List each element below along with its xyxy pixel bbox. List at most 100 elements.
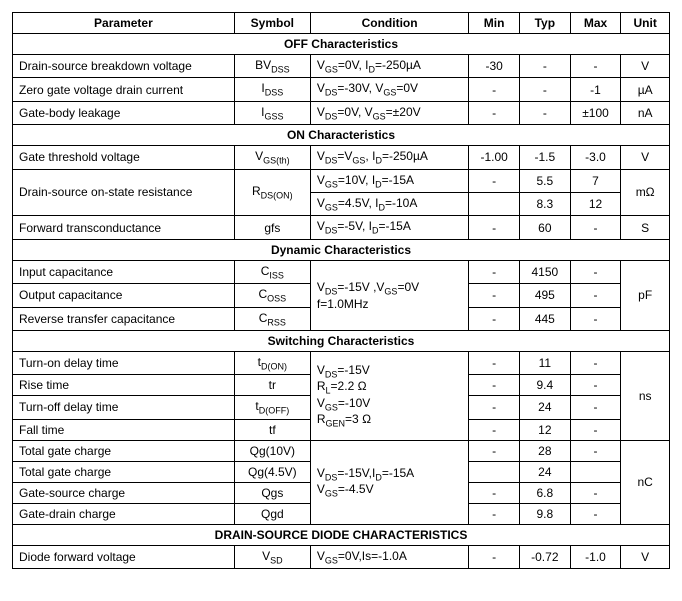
typ-cell: 5.5	[519, 169, 570, 192]
condition-cell: VDS=-30V, VGS=0V	[310, 78, 468, 101]
col-parameter: Parameter	[13, 13, 235, 34]
min-cell: -	[469, 284, 520, 307]
col-typ: Typ	[519, 13, 570, 34]
max-cell: 7	[570, 169, 621, 192]
typ-cell: 28	[519, 440, 570, 461]
min-cell: -	[469, 260, 520, 283]
typ-cell: -	[519, 101, 570, 124]
param-cell: Forward transconductance	[13, 216, 235, 239]
header-row: Parameter Symbol Condition Min Typ Max U…	[13, 13, 670, 34]
condition-cell: VDS=0V, VGS=±20V	[310, 101, 468, 124]
min-cell: -	[469, 307, 520, 330]
typ-cell: 445	[519, 307, 570, 330]
max-cell	[570, 461, 621, 482]
row-igss: Gate-body leakage IGSS VDS=0V, VGS=±20V …	[13, 101, 670, 124]
param-cell: Diode forward voltage	[13, 545, 235, 568]
row-vgsth: Gate threshold voltage VGS(th) VDS=VGS, …	[13, 146, 670, 169]
param-cell: Fall time	[13, 419, 235, 440]
col-condition: Condition	[310, 13, 468, 34]
typ-cell: 24	[519, 461, 570, 482]
param-cell: Drain-source on-state resistance	[13, 169, 235, 216]
max-cell: -	[570, 503, 621, 524]
max-cell: -	[570, 307, 621, 330]
min-cell: -	[469, 419, 520, 440]
col-min: Min	[469, 13, 520, 34]
row-gfs: Forward transconductance gfs VDS=-5V, ID…	[13, 216, 670, 239]
typ-cell: 12	[519, 419, 570, 440]
symbol-cell: Qg(10V)	[234, 440, 310, 461]
typ-cell: -1.5	[519, 146, 570, 169]
symbol-cell: tr	[234, 375, 310, 396]
typ-cell: 8.3	[519, 192, 570, 215]
typ-cell: -	[519, 55, 570, 78]
symbol-cell: CISS	[234, 260, 310, 283]
unit-cell: V	[621, 146, 670, 169]
condition-cell: VDS=-15V,ID=-15AVGS=-4.5V	[310, 440, 468, 524]
max-cell: -	[570, 284, 621, 307]
condition-cell: VDS=-5V, ID=-15A	[310, 216, 468, 239]
max-cell: -	[570, 351, 621, 374]
max-cell: -	[570, 375, 621, 396]
max-cell: -	[570, 55, 621, 78]
section-on: ON Characteristics	[13, 125, 670, 146]
min-cell: -	[469, 503, 520, 524]
min-cell: -	[469, 440, 520, 461]
condition-cell: VDS=-15VRL=2.2 ΩVGS=-10VRGEN=3 Ω	[310, 351, 468, 440]
min-cell: -1.00	[469, 146, 520, 169]
condition-cell: VDS=VGS, ID=-250µA	[310, 146, 468, 169]
row-qg10: Total gate charge Qg(10V) VDS=-15V,ID=-1…	[13, 440, 670, 461]
param-cell: Total gate charge	[13, 440, 235, 461]
min-cell: -	[469, 351, 520, 374]
min-cell: -	[469, 396, 520, 419]
typ-cell: 9.8	[519, 503, 570, 524]
symbol-cell: tD(OFF)	[234, 396, 310, 419]
typ-cell: 495	[519, 284, 570, 307]
symbol-cell: Qg(4.5V)	[234, 461, 310, 482]
min-cell	[469, 461, 520, 482]
row-rdson-1: Drain-source on-state resistance RDS(ON)…	[13, 169, 670, 192]
min-cell: -	[469, 545, 520, 568]
max-cell: -	[570, 260, 621, 283]
condition-cell: VGS=0V, ID=-250µA	[310, 55, 468, 78]
max-cell: -	[570, 419, 621, 440]
max-cell: -1	[570, 78, 621, 101]
min-cell: -	[469, 216, 520, 239]
max-cell: 12	[570, 192, 621, 215]
param-cell: Total gate charge	[13, 461, 235, 482]
param-cell: Turn-off delay time	[13, 396, 235, 419]
max-cell: ±100	[570, 101, 621, 124]
min-cell: -	[469, 169, 520, 192]
section-diode: DRAIN-SOURCE DIODE CHARACTERISTICS	[13, 524, 670, 545]
param-cell: Reverse transfer capacitance	[13, 307, 235, 330]
symbol-cell: VGS(th)	[234, 146, 310, 169]
max-cell: -	[570, 440, 621, 461]
max-cell: -1.0	[570, 545, 621, 568]
param-cell: Gate threshold voltage	[13, 146, 235, 169]
min-cell: -	[469, 101, 520, 124]
param-cell: Gate-drain charge	[13, 503, 235, 524]
max-cell: -	[570, 396, 621, 419]
typ-cell: -0.72	[519, 545, 570, 568]
symbol-cell: Qgd	[234, 503, 310, 524]
min-cell: -	[469, 78, 520, 101]
symbol-cell: COSS	[234, 284, 310, 307]
param-cell: Drain-source breakdown voltage	[13, 55, 235, 78]
condition-cell: VGS=0V,Is=-1.0A	[310, 545, 468, 568]
unit-cell: S	[621, 216, 670, 239]
unit-cell: nA	[621, 101, 670, 124]
symbol-cell: Qgs	[234, 482, 310, 503]
condition-cell: VGS=10V, ID=-15A	[310, 169, 468, 192]
min-cell	[469, 192, 520, 215]
typ-cell: 4150	[519, 260, 570, 283]
spec-table: Parameter Symbol Condition Min Typ Max U…	[12, 12, 670, 569]
unit-cell: nC	[621, 440, 670, 524]
typ-cell: 11	[519, 351, 570, 374]
unit-cell: ns	[621, 351, 670, 440]
param-cell: Turn-on delay time	[13, 351, 235, 374]
typ-cell: 24	[519, 396, 570, 419]
unit-cell: V	[621, 55, 670, 78]
param-cell: Output capacitance	[13, 284, 235, 307]
max-cell: -	[570, 216, 621, 239]
min-cell: -30	[469, 55, 520, 78]
symbol-cell: IGSS	[234, 101, 310, 124]
